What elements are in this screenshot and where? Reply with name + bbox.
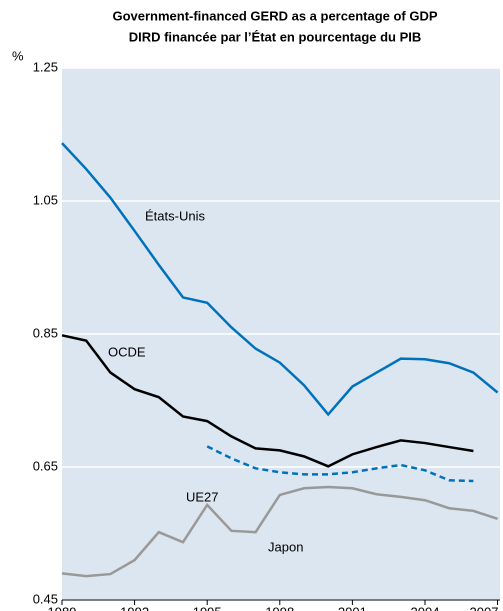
series-label: États-Unis: [145, 208, 205, 223]
series-line: [61, 142, 499, 417]
x-tick-label: 1995: [193, 604, 222, 611]
y-tick-label: 0.65: [33, 458, 58, 473]
series-label: UE27: [186, 489, 219, 504]
y-tick-label: 1.05: [33, 192, 58, 207]
y-axis-label: %: [12, 48, 24, 63]
y-tick-label: 0.85: [33, 325, 58, 340]
x-tick-label: 1989: [48, 604, 77, 611]
chart-subtitle: DIRD financée par l’État en pourcentage …: [129, 29, 422, 44]
chart-title: Government-financed GERD as a percentage…: [112, 8, 437, 23]
x-tick-label: 2001: [338, 604, 367, 611]
x-tick-label: 2004: [411, 604, 440, 611]
y-tick-label: 1.25: [33, 59, 58, 74]
x-tick-label: 2007: [470, 604, 499, 611]
y-tick-label: 0.45: [33, 591, 58, 606]
series-line: [61, 334, 474, 468]
series-line: [61, 485, 498, 578]
x-tick-label: 1998: [265, 604, 294, 611]
series-label: OCDE: [108, 344, 146, 359]
series-label: Japon: [268, 539, 303, 554]
x-tick-label: 1992: [120, 604, 149, 611]
